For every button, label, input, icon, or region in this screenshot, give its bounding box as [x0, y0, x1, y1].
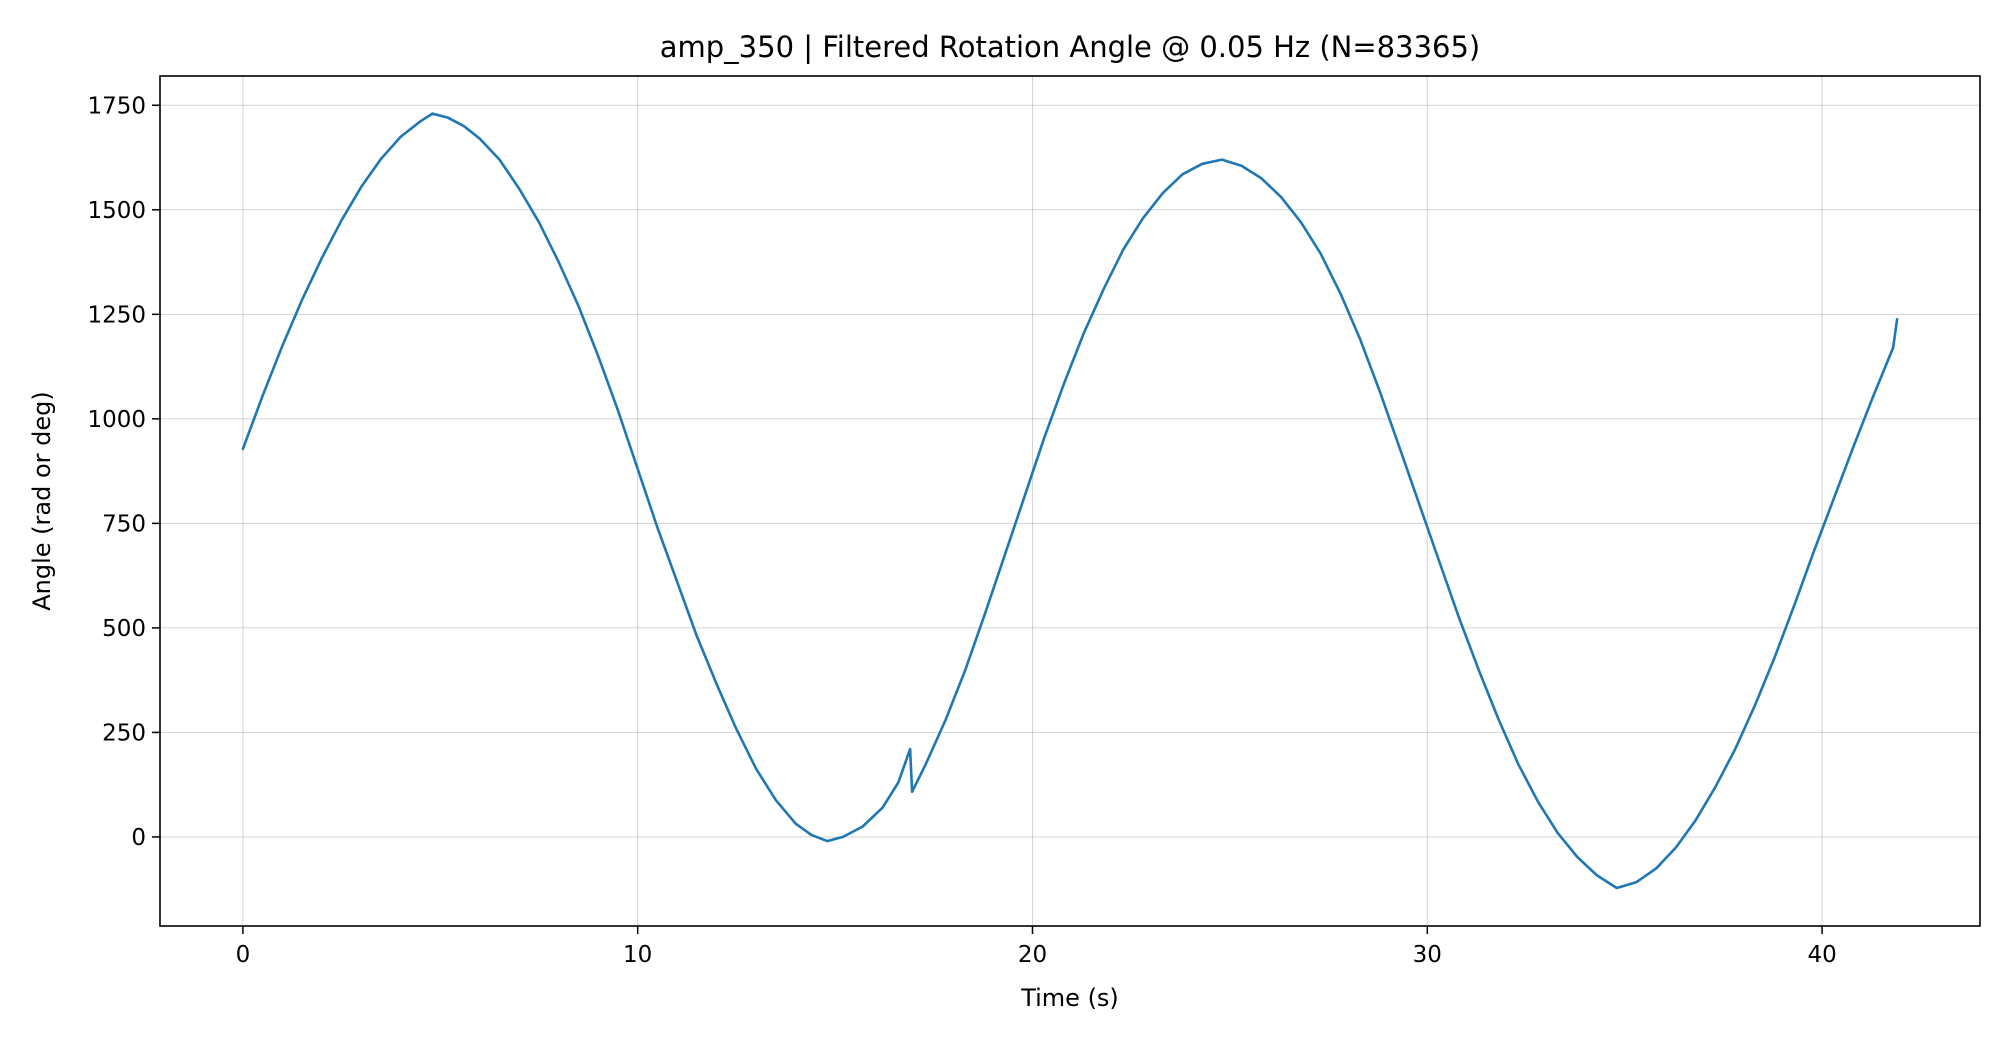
y-axis: 0 250 500 750 1000 1250 1500 1750 [87, 93, 160, 851]
y-tick-label: 250 [102, 720, 146, 746]
plot-frame [159, 75, 1981, 927]
x-tick-label: 0 [236, 942, 251, 968]
x-axis-label: Time (s) [1020, 984, 1119, 1012]
x-tick-label: 20 [1018, 942, 1047, 968]
y-tick-label: 500 [102, 616, 146, 642]
y-tick-label: 1500 [87, 198, 146, 224]
x-axis: 0 10 20 30 40 [236, 926, 1837, 968]
x-tick-label: 10 [623, 942, 652, 968]
y-tick-label: 0 [131, 825, 146, 851]
x-tick-label: 30 [1413, 942, 1442, 968]
grid [160, 76, 1980, 926]
y-tick-label: 1750 [87, 93, 146, 119]
y-axis-label: Angle (rad or deg) [28, 391, 56, 611]
y-tick-label: 1000 [87, 407, 146, 433]
series-layer [241, 112, 1899, 890]
y-tick-label: 1250 [87, 302, 146, 328]
x-tick-label: 40 [1807, 942, 1836, 968]
series-line [241, 112, 1899, 890]
chart-title: amp_350 | Filtered Rotation Angle @ 0.05… [660, 30, 1481, 64]
y-tick-label: 750 [102, 511, 146, 537]
